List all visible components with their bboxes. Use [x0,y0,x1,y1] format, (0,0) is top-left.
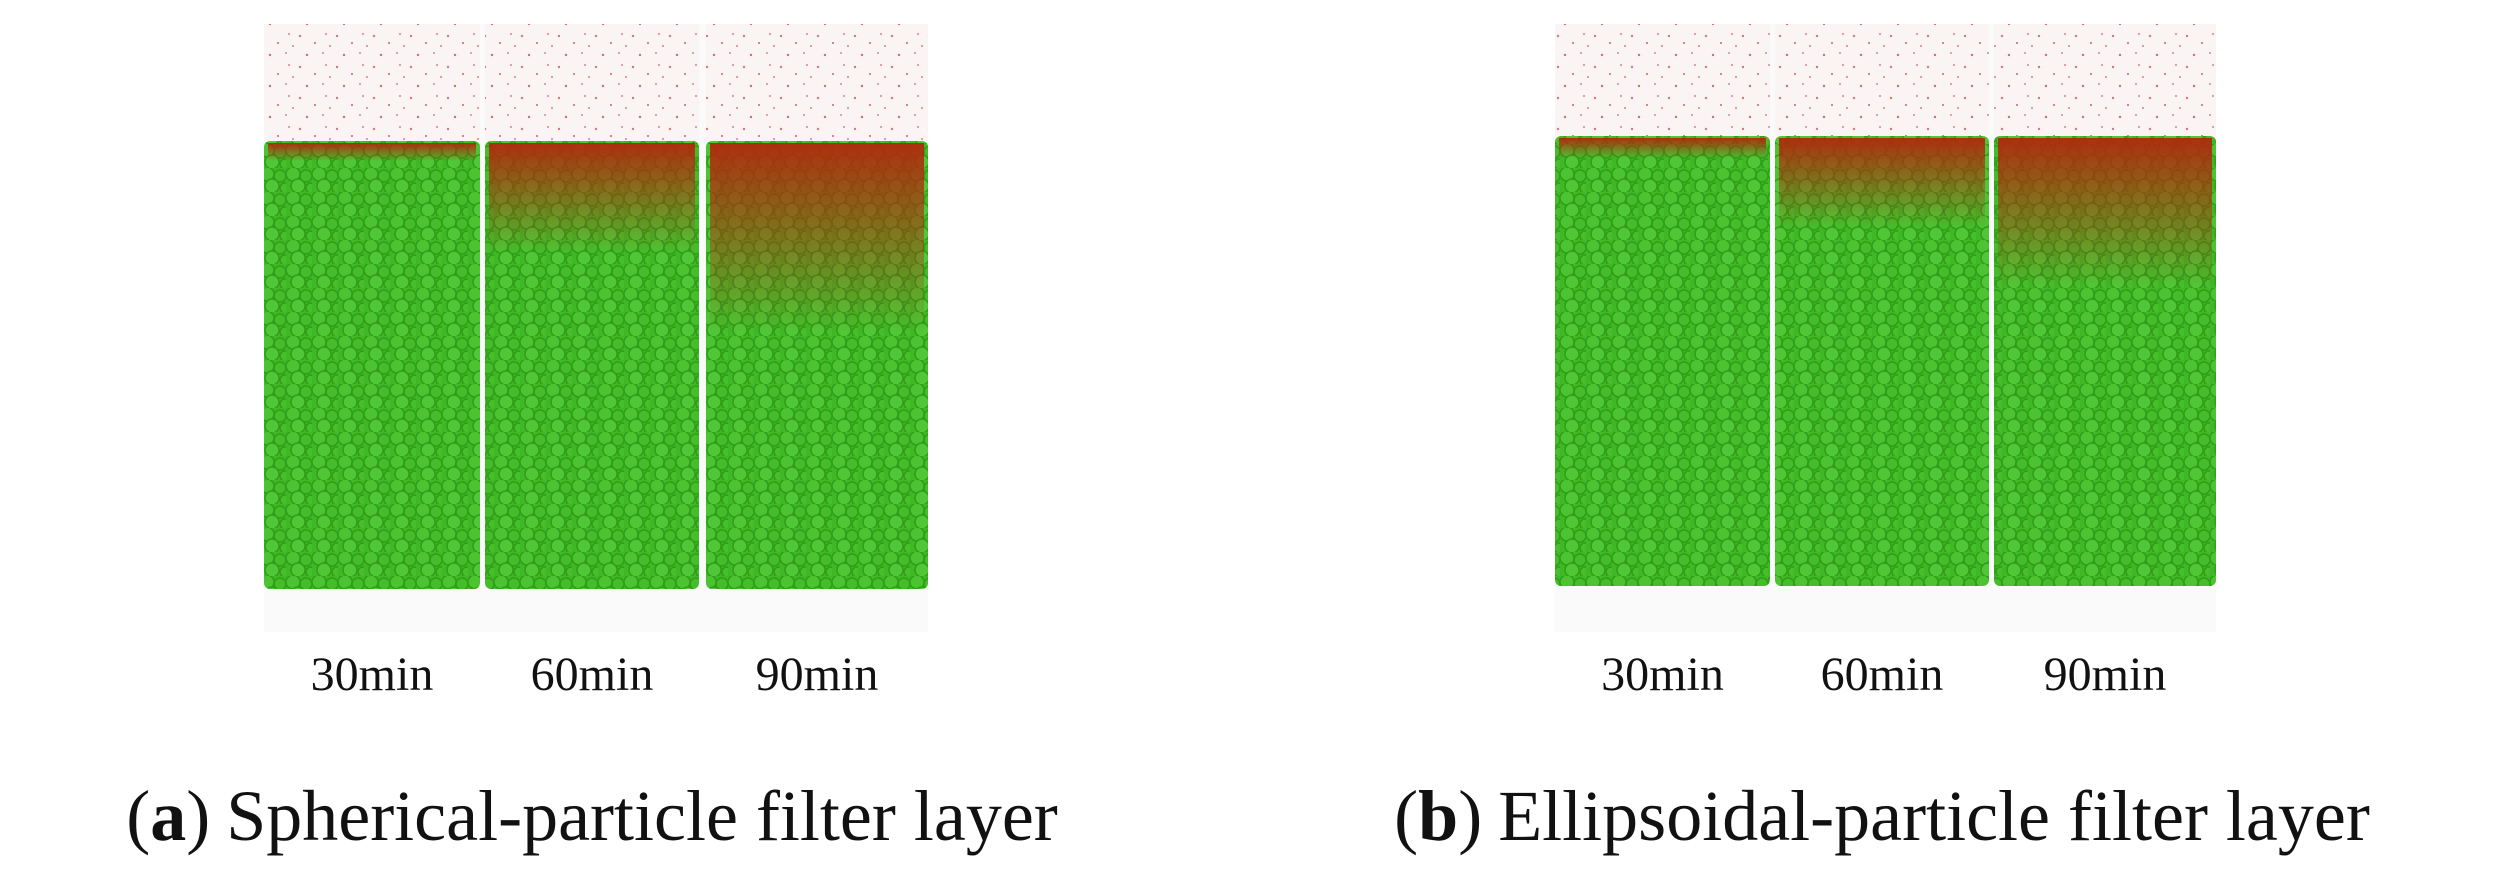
caption-paren: ( [126,776,150,856]
filter-layer [264,141,480,589]
time-label: 30min [1601,648,1724,701]
caption: (b) Ellipsoidal-particle filter layer [1394,776,2370,856]
fluid-region [1555,24,1770,136]
fluid-region [706,24,928,141]
deposit-zone [710,143,924,333]
deposit-zone [489,143,695,253]
caption-text: Ellipsoidal-particle filter layer [1498,776,2370,856]
time-label: 90min [756,648,879,701]
deposit-zone [1998,138,2212,288]
fluid-region [264,24,480,141]
deposit-zone [1559,138,1766,158]
panel: 30min 60min 90min (b) Ellipsoidal-particle f… [1394,24,2370,856]
filter-layer [1555,136,1770,586]
caption-paren: ) [1458,776,1482,856]
time-label: 60min [1821,648,1944,701]
panel: 30min 60min 90min (a) Spherical-particle fil… [126,24,1058,856]
fluid-region [1775,24,1989,136]
caption-text: Spherical-particle filter layer [226,776,1058,856]
time-label: 30min [311,648,434,701]
caption-paren: ) [186,776,210,856]
caption-label: b [1418,776,1458,856]
filter-layer [1775,136,1989,586]
deposit-zone [268,143,476,161]
fluid-region [485,24,699,141]
caption-paren: ( [1394,776,1418,856]
time-label: 90min [2044,648,2167,701]
caption-label: a [150,776,186,856]
deposit-zone [1779,138,1985,228]
fluid-region [1994,24,2216,136]
time-label: 60min [531,648,654,701]
caption: (a) Spherical-particle filter layer [126,776,1058,856]
